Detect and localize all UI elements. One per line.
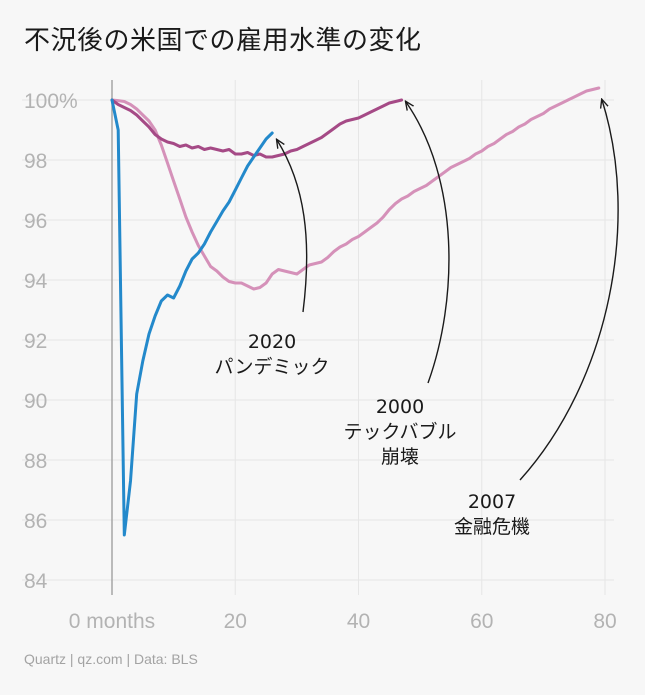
source-footer: Quartz | qz.com | Data: BLS	[24, 651, 198, 667]
annotation-label: 2020	[248, 331, 296, 353]
series-line-0	[110, 86, 601, 291]
annotation-label: 2000	[376, 396, 424, 418]
y-tick-label: 86	[24, 510, 47, 533]
y-tick-label: 90	[24, 390, 47, 413]
annotation-arrow	[519, 100, 619, 481]
annotation-arrow	[406, 102, 450, 384]
x-tick-label: 40	[347, 610, 370, 633]
y-tick-label: 96	[24, 210, 47, 233]
x-tick-label: 80	[593, 610, 616, 633]
annotation-label: 金融危機	[454, 516, 530, 538]
annotation-label: 崩壊	[381, 446, 419, 468]
y-tick-label: 100%	[24, 90, 78, 113]
annotation-arrow	[277, 140, 308, 313]
y-tick-label: 98	[24, 150, 47, 173]
series-lines	[110, 86, 601, 537]
y-tick-label: 94	[24, 270, 48, 293]
series-line-2	[110, 98, 274, 537]
x-tick-label: 60	[470, 610, 493, 633]
chart-title: 不況後の米国での雇用水準の変化	[24, 26, 422, 56]
annotation-label: テックバブル	[343, 420, 456, 443]
y-tick-label: 92	[24, 330, 47, 353]
x-tick-label: 20	[224, 610, 247, 633]
annotation-label: パンデミック	[215, 356, 330, 378]
axes: 100% 98 96 94 92 90 88 86 84 0 months 20 40 60 80	[24, 80, 617, 633]
y-tick-label: 88	[24, 450, 47, 473]
x-tick-label: 0 months	[69, 610, 155, 633]
y-tick-label: 84	[24, 570, 48, 593]
annotation-label: 2007	[468, 491, 516, 513]
